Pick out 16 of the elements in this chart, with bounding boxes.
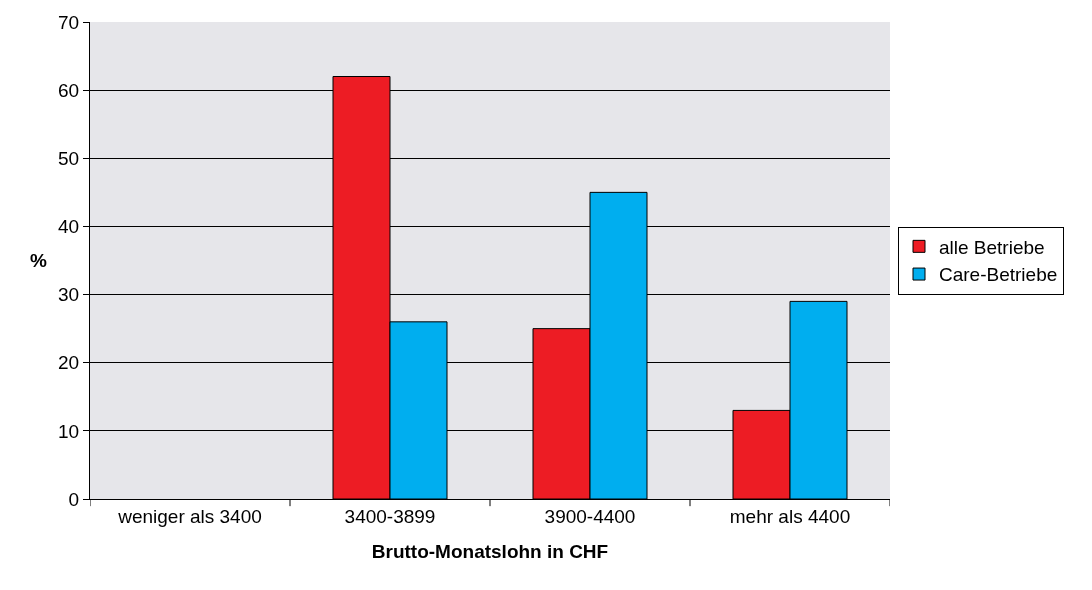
x-tick-label: weniger als 3400 [117,505,262,527]
x-tick-label: 3400-3899 [344,505,436,527]
x-tick-label: mehr als 4400 [729,505,851,527]
y-tick-label: 30 [58,284,80,306]
legend-label: Care-Betriebe [939,264,1058,286]
x-tick-label: 3900-4400 [544,505,636,527]
y-tick-label: 50 [58,147,80,169]
y-tick-label: 10 [58,420,80,442]
y-tick-label: 0 [68,488,80,510]
y-tick-label: 60 [58,79,80,101]
legend-label: alle Betriebe [939,236,1045,258]
x-axis-title: Brutto-Monatslohn in CHF [371,540,609,562]
y-tick-label: 70 [58,11,80,33]
y-tick-label: 40 [58,216,80,238]
y-axis-title: % [30,250,47,271]
y-tick-label: 20 [58,352,80,374]
